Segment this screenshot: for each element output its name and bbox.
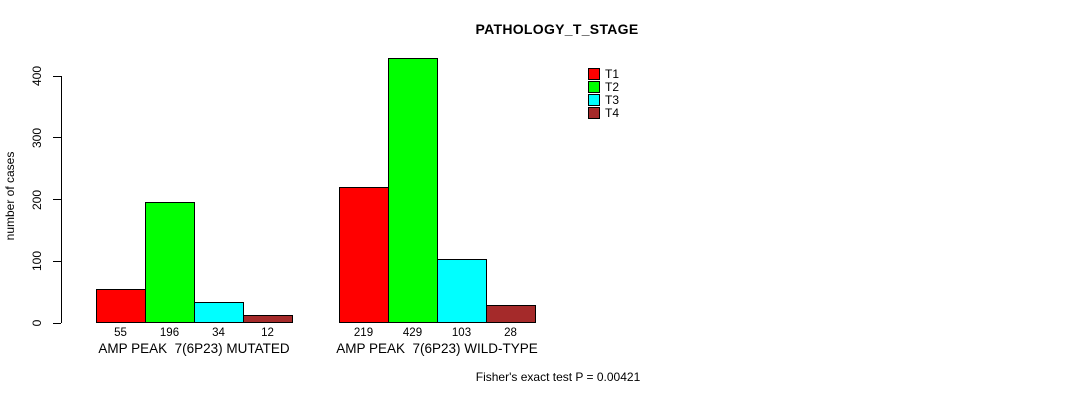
bar-value-label: 34 [212, 327, 225, 339]
y-axis-tick-label: 400 [30, 66, 44, 87]
bar-t3-group2 [437, 258, 487, 324]
y-axis-tick [53, 75, 61, 77]
legend-swatch-t4 [588, 106, 600, 119]
group-label: AMP PEAK 7(6P23) WILD-TYPE [336, 341, 538, 356]
y-axis-tick [53, 322, 61, 324]
bar-t3-group1 [194, 301, 244, 324]
legend-label: T2 [605, 79, 620, 94]
bar-t4-group1 [243, 315, 293, 324]
legend-label: T3 [605, 92, 620, 107]
legend-swatch-t3 [588, 93, 600, 106]
legend-label: T1 [605, 66, 620, 81]
bar-value-label: 12 [261, 327, 274, 339]
y-axis-tick [53, 199, 61, 201]
bar-value-label: 55 [114, 327, 127, 339]
y-axis-line [61, 75, 63, 324]
legend-item: T2 [588, 80, 619, 93]
y-axis-tick-label: 200 [30, 189, 44, 210]
legend-swatch-t2 [588, 80, 600, 93]
y-axis-tick [53, 137, 61, 139]
bar-value-label: 196 [159, 327, 180, 339]
legend-swatch-t1 [588, 67, 600, 80]
y-axis-tick-label: 100 [30, 251, 44, 272]
y-axis-tick-label: 300 [30, 127, 44, 148]
y-axis-tick-label: 0 [30, 319, 44, 327]
pvalue-annotation: Fisher's exact test P = 0.00421 [475, 370, 641, 384]
legend-label: T4 [605, 105, 620, 120]
bar-t2-group1 [145, 201, 195, 324]
y-axis-label: number of cases [3, 151, 17, 241]
bar-t1-group1 [96, 288, 146, 324]
bar-value-label: 103 [451, 327, 472, 339]
legend-item: T3 [588, 93, 619, 106]
bar-t2-group2 [388, 57, 438, 324]
legend-item: T1 [588, 67, 619, 80]
chart-title: PATHOLOGY_T_STAGE [475, 21, 639, 37]
y-axis-tick [53, 260, 61, 262]
bar-value-label: 219 [353, 327, 374, 339]
bar-value-label: 28 [504, 327, 517, 339]
legend: T1 T2 T3 T4 [588, 67, 619, 119]
bar-t4-group2 [486, 305, 536, 324]
bar-value-label: 429 [402, 327, 423, 339]
legend-item: T4 [588, 106, 619, 119]
group-label: AMP PEAK 7(6P23) MUTATED [98, 341, 290, 356]
bar-t1-group2 [339, 187, 389, 324]
